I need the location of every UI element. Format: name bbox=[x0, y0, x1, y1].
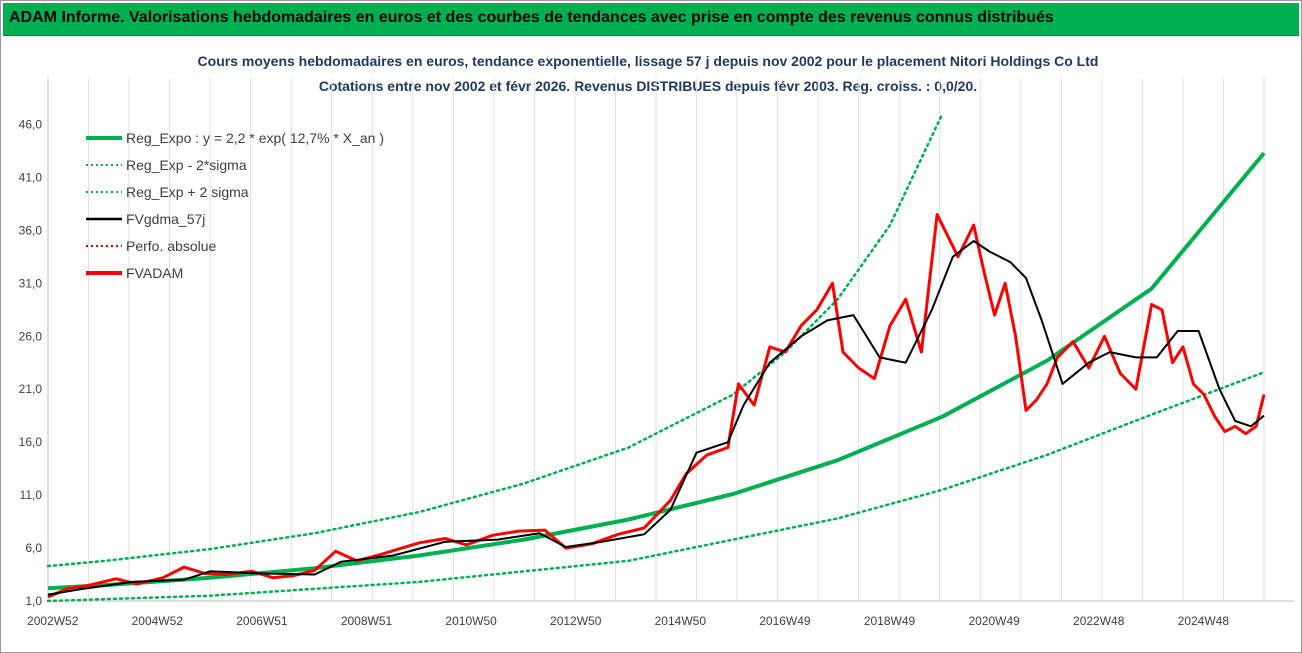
y-tick-label: 1,0 bbox=[25, 594, 42, 608]
x-tick-label: 2004W52 bbox=[132, 614, 184, 628]
x-tick-label: 2012W50 bbox=[550, 614, 602, 628]
x-axis: 2002W52 2004W52 2006W51 2008W51 2010W50 2012W… bbox=[27, 600, 1294, 628]
report-banner: ADAM Informe. Valorisations hebdomadaire… bbox=[3, 3, 1299, 36]
plot-area bbox=[46, 112, 1266, 603]
legend: Reg_Expo : y = 2,2 * exp( 12,7% * X_an )… bbox=[86, 130, 384, 281]
report-title: ADAM Informe. Valorisations hebdomadaire… bbox=[9, 9, 1054, 26]
y-tick-label: 16,0 bbox=[19, 435, 43, 449]
series-fvgdma-57j bbox=[47, 240, 1265, 596]
x-tick-label: 2020W49 bbox=[968, 614, 1020, 628]
series-reg-exp-plus-2sigma bbox=[46, 112, 944, 568]
x-tick-label: 2014W50 bbox=[655, 614, 707, 628]
series-reg-exp-minus-2sigma bbox=[46, 371, 1266, 603]
x-tick-label: 2002W52 bbox=[27, 614, 79, 628]
y-tick-label: 21,0 bbox=[19, 382, 43, 396]
y-tick-label: 36,0 bbox=[19, 223, 43, 237]
y-tick-label: 26,0 bbox=[19, 329, 43, 343]
series-reg-expo bbox=[47, 151, 1266, 591]
grid-lines bbox=[47, 78, 1265, 601]
x-tick-label: 2022W48 bbox=[1073, 614, 1125, 628]
legend-label: FVgdma_57j bbox=[126, 211, 205, 227]
y-tick-label: 11,0 bbox=[20, 488, 43, 502]
x-tick-label: 2006W51 bbox=[236, 614, 288, 628]
legend-label: Perfo. absolue bbox=[126, 238, 216, 254]
y-tick-label: 31,0 bbox=[19, 276, 43, 290]
legend-label: FVADAM bbox=[126, 265, 183, 281]
y-tick-label: 46,0 bbox=[19, 117, 43, 131]
x-tick-label: 2008W51 bbox=[341, 614, 393, 628]
x-tick-label: 2018W49 bbox=[864, 614, 916, 628]
chart-title: Cours moyens hebdomadaires en euros, ten… bbox=[198, 53, 1099, 69]
y-tick-label: 6,0 bbox=[25, 541, 42, 555]
x-tick-label: 2024W48 bbox=[1178, 614, 1230, 628]
legend-label: Reg_Exp - 2*sigma bbox=[126, 157, 247, 173]
legend-label: Reg_Exp + 2 sigma bbox=[126, 184, 249, 200]
series-fvadam bbox=[47, 213, 1266, 599]
chart-subtitle: Cotations entre nov 2002 et févr 2026. R… bbox=[319, 78, 977, 94]
x-tick-label: 2010W50 bbox=[445, 614, 497, 628]
x-tick-label: 2016W49 bbox=[759, 614, 811, 628]
y-tick-label: 41,0 bbox=[19, 170, 43, 184]
legend-label: Reg_Expo : y = 2,2 * exp( 12,7% * X_an ) bbox=[126, 130, 384, 146]
y-axis: 1,0 6,0 11,0 16,0 21,0 26,0 31,0 36,0 41,0 46,0 bbox=[19, 78, 49, 608]
